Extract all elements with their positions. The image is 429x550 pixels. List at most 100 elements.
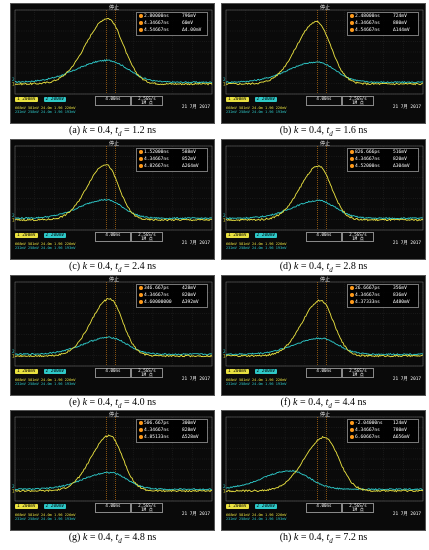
measurement-stats: 668mV 581mV 24.0m 1.96 226mV 232mV 258mV …	[15, 106, 163, 122]
series-ch2	[14, 471, 213, 491]
oscilloscope-screen: 1 2 停止 346.667ps 428mV 4.34667ns 820mV 4.600000…	[10, 275, 215, 396]
timebase-badge[interactable]: 4.00ns	[306, 232, 342, 242]
timebase-badge[interactable]: 4.00ns	[306, 368, 342, 378]
caption-td-value: = 2.8 ns	[332, 261, 368, 272]
ch2-scale[interactable]: 2 200mV	[254, 369, 278, 374]
readout-time: 6.60667ns	[355, 435, 380, 440]
ch1-stats: 668mV 581mV 24.0m 1.96 226mV	[226, 106, 287, 110]
caption-td-value: = 4.4 ns	[331, 397, 367, 408]
caption-td-sub: d	[118, 537, 122, 545]
record-length: 1M 点	[141, 372, 153, 377]
readout-value: Δ264mV	[182, 164, 199, 169]
run-status: 停止	[320, 5, 331, 11]
readout-value: Δ656mV	[393, 435, 410, 440]
ch1-scale[interactable]: 1 200mV	[15, 233, 38, 238]
cursor-readout: 2.80000ns 796mV 4.34667ns 60mV 4.54667ns Δ4.0…	[136, 12, 208, 36]
cursor-dot-icon	[350, 149, 354, 154]
panel-e: 1 2 停止 346.667ps 428mV 4.34667ns 820mV 4.600000…	[10, 275, 215, 410]
readout-value: Δ304mV	[393, 164, 410, 169]
readout-value: 724mV	[393, 14, 407, 19]
ch1-scale[interactable]: 1 200mV	[226, 504, 249, 509]
caption-td: t	[326, 125, 330, 136]
timestamp: 21 7月 2017	[392, 241, 421, 246]
sample-rate-badge[interactable]: 2.5GS/s 1M 点	[131, 96, 163, 106]
measurement-stats: 668mV 581mV 24.0m 1.96 226mV 232mV 258mV …	[226, 106, 374, 122]
timebase-badge[interactable]: 4.00ns	[306, 503, 342, 513]
ch2-scale[interactable]: 2 200mV	[254, 504, 278, 509]
sample-rate-badge[interactable]: 2.5GS/s 1M 点	[342, 503, 374, 513]
readout-row: 4.54667ns Δ144mV	[348, 27, 418, 34]
cursor-dot-icon	[350, 13, 354, 18]
timebase-value: 4.00ns	[105, 232, 121, 237]
timebase-value: 4.00ns	[105, 503, 121, 508]
ch2-marker: 2	[223, 77, 226, 82]
timebase-badge[interactable]: 4.00ns	[95, 96, 131, 106]
sample-rate-badge[interactable]: 2.5GS/s 1M 点	[131, 232, 163, 242]
caption-k-value: = 0.4,	[87, 397, 116, 408]
caption-k: k	[82, 261, 88, 272]
waveform-svg: 12	[223, 281, 424, 367]
measurement-stats: 668mV 581mV 24.0m 1.96 226mV 232mV 258mV …	[226, 378, 374, 394]
waveform-svg: 12	[223, 145, 424, 231]
plot-frame	[14, 416, 213, 502]
ch1-scale[interactable]: 1 200mV	[226, 233, 249, 238]
readout-time: 4.54667ns	[144, 28, 169, 33]
timebase-badge[interactable]: 4.00ns	[95, 368, 131, 378]
run-status: 停止	[320, 277, 331, 283]
cursor-readout: 2.48000ns 724mV 4.34667ns 880mV 4.54667ns Δ14…	[347, 12, 419, 36]
panel-caption: (a) k = 0.4, td = 1.2 ns	[10, 124, 215, 138]
readout-value: 780mV	[393, 428, 407, 433]
readout-time: 4.34667ns	[144, 428, 169, 433]
ch1-scale[interactable]: 1 200mV	[226, 97, 249, 102]
channel-scale-bar: 1 200mV 2 200mV	[15, 233, 72, 238]
plot-frame	[225, 281, 424, 367]
timebase-badge[interactable]: 4.00ns	[95, 503, 131, 513]
run-status: 停止	[320, 412, 331, 418]
sample-rate: 2.5GS/s	[349, 503, 367, 508]
ch1-scale[interactable]: 1 200mV	[15, 504, 38, 509]
ch2-scale[interactable]: 2 200mV	[254, 97, 278, 102]
waveform-svg: 12	[12, 145, 213, 231]
ch1-scale[interactable]: 1 200mV	[226, 369, 249, 374]
caption-td-sub: d	[329, 537, 333, 545]
readout-time: 1.52000ns	[144, 150, 169, 155]
ch1-scale[interactable]: 1 200mV	[15, 369, 38, 374]
measurement-stats: 668mV 581mV 24.0m 1.96 226mV 232mV 258mV …	[15, 378, 163, 394]
series-ch1	[14, 164, 213, 222]
cursor-dot-icon	[139, 149, 143, 154]
ch2-scale[interactable]: 2 200mV	[43, 504, 67, 509]
caption-label: (g)	[68, 532, 83, 543]
caption-td: t	[115, 261, 118, 272]
record-length: 1M 点	[141, 507, 153, 512]
sample-rate-badge[interactable]: 2.5GS/s 1M 点	[342, 232, 374, 242]
sample-rate-badge[interactable]: 2.5GS/s 1M 点	[131, 368, 163, 378]
ch2-scale[interactable]: 2 200mV	[43, 233, 67, 238]
ch1-marker: 1	[223, 353, 226, 358]
readout-value: 356mV	[393, 286, 407, 291]
ch1-scale[interactable]: 1 200mV	[15, 97, 38, 102]
ch2-scale[interactable]: 2 200mV	[43, 97, 67, 102]
ch2-scale[interactable]: 2 200mV	[43, 369, 67, 374]
readout-value: 820mV	[393, 157, 407, 162]
caption-td: t	[326, 532, 330, 543]
sample-rate-badge[interactable]: 2.5GS/s 1M 点	[342, 96, 374, 106]
caption-label: (a)	[68, 125, 83, 136]
readout-time: 506.667ps	[144, 421, 169, 426]
cursor-dot-icon	[350, 420, 354, 425]
readout-row: 26.6667ps 356mV	[348, 285, 418, 292]
sample-rate-badge[interactable]: 2.5GS/s 1M 点	[342, 368, 374, 378]
plot-frame	[14, 281, 213, 367]
ch2-scale[interactable]: 2 200mV	[254, 233, 278, 238]
readout-time: 26.6667ps	[355, 286, 380, 291]
timebase-badge[interactable]: 4.00ns	[95, 232, 131, 242]
cursor-dot-icon	[350, 163, 354, 168]
timebase-badge[interactable]: 4.00ns	[306, 96, 342, 106]
readout-time: 4.34667ns	[355, 428, 380, 433]
timebase-value: 4.00ns	[105, 96, 121, 101]
series-ch1	[14, 434, 213, 493]
sample-rate-badge[interactable]: 2.5GS/s 1M 点	[131, 503, 163, 513]
caption-td-sub: d	[329, 266, 333, 274]
caption-k: k	[82, 397, 88, 408]
ch1-stats: 668mV 581mV 24.0m 1.96 226mV	[15, 513, 76, 517]
caption-label: (f)	[280, 397, 294, 408]
